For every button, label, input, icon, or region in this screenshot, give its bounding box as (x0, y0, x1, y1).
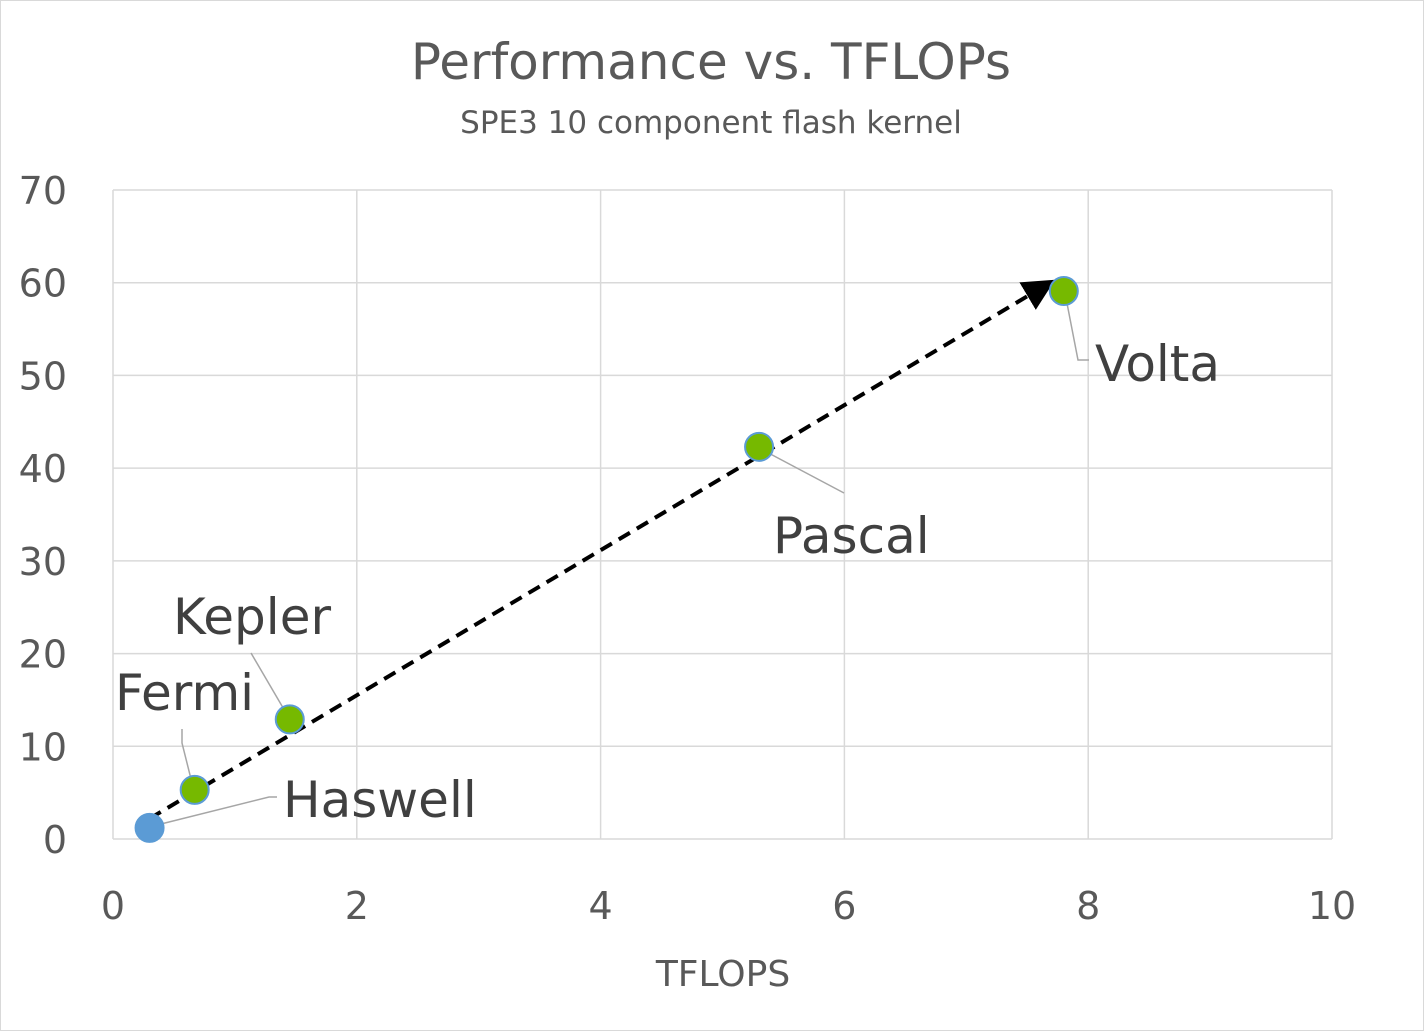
y-tick-label: 10 (19, 725, 67, 769)
x-tick-label: 8 (1076, 884, 1100, 928)
y-axis-ticks: 0 10 20 30 40 50 60 70 (19, 169, 67, 862)
y-tick-label: 50 (19, 354, 67, 398)
leader-line (758, 447, 845, 494)
y-tick-label: 60 (19, 262, 67, 306)
point-label-kepler: Kepler (173, 588, 331, 646)
data-point-pascal (744, 431, 775, 462)
x-tick-label: 4 (589, 884, 613, 928)
y-tick-label: 30 (19, 540, 67, 584)
data-point-volta (1048, 276, 1079, 307)
x-tick-label: 0 (101, 884, 125, 928)
y-tick-label: 20 (19, 633, 67, 677)
chart-title: Performance vs. TFLOPs (411, 33, 1011, 91)
point-label-pascal: Pascal (773, 507, 930, 565)
x-tick-label: 10 (1308, 884, 1356, 928)
y-tick-label: 0 (43, 818, 67, 862)
point-label-volta: Volta (1095, 335, 1220, 393)
x-tick-label: 2 (345, 884, 369, 928)
chart-subtitle: SPE3 10 component flash kernel (460, 105, 962, 141)
x-axis-ticks: 0 2 4 6 8 10 (101, 884, 1356, 928)
data-point-fermi (179, 774, 210, 805)
point-labels: Haswell Fermi Kepler Pascal Volta (115, 335, 1220, 829)
data-point-kepler (274, 704, 305, 735)
point-label-haswell: Haswell (283, 771, 477, 829)
y-tick-label: 40 (19, 447, 67, 491)
leader-line (1064, 292, 1089, 361)
data-points (134, 276, 1079, 843)
grid (112, 189, 1333, 840)
x-tick-label: 6 (832, 884, 856, 928)
leader-line (148, 796, 277, 828)
x-axis-label: TFLOPS (655, 954, 790, 995)
point-label-fermi: Fermi (115, 664, 254, 722)
y-tick-label: 70 (19, 169, 67, 213)
leader-line (181, 729, 194, 788)
data-point-haswell (134, 812, 165, 843)
